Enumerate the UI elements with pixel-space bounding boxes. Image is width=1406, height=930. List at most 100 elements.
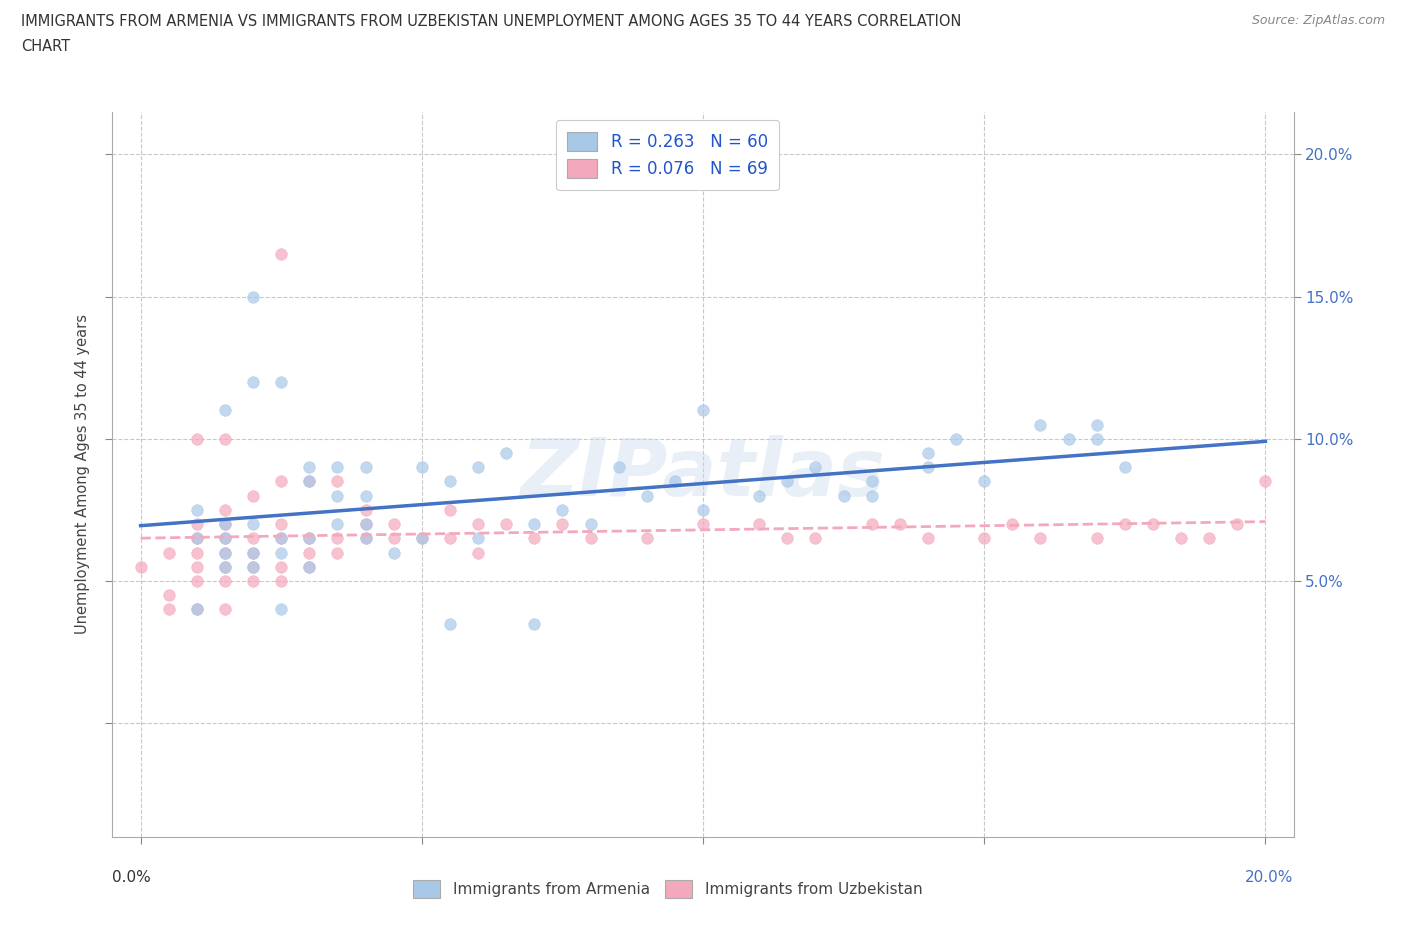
Point bbox=[214, 545, 236, 560]
Point bbox=[1198, 531, 1220, 546]
Point bbox=[1001, 517, 1024, 532]
Point bbox=[270, 531, 292, 546]
Point bbox=[270, 545, 292, 560]
Point bbox=[636, 531, 658, 546]
Point bbox=[382, 517, 405, 532]
Point bbox=[382, 531, 405, 546]
Point bbox=[467, 531, 489, 546]
Text: CHART: CHART bbox=[21, 39, 70, 54]
Text: IMMIGRANTS FROM ARMENIA VS IMMIGRANTS FROM UZBEKISTAN UNEMPLOYMENT AMONG AGES 35: IMMIGRANTS FROM ARMENIA VS IMMIGRANTS FR… bbox=[21, 14, 962, 29]
Point bbox=[186, 531, 208, 546]
Point bbox=[804, 459, 827, 474]
Point bbox=[214, 403, 236, 418]
Point bbox=[917, 531, 939, 546]
Point bbox=[326, 459, 349, 474]
Point bbox=[298, 545, 321, 560]
Point bbox=[326, 488, 349, 503]
Point bbox=[1226, 517, 1249, 532]
Point bbox=[270, 574, 292, 589]
Point bbox=[1085, 531, 1108, 546]
Point bbox=[242, 545, 264, 560]
Point bbox=[439, 474, 461, 489]
Legend: Immigrants from Armenia, Immigrants from Uzbekistan: Immigrants from Armenia, Immigrants from… bbox=[405, 872, 929, 906]
Point bbox=[382, 545, 405, 560]
Point bbox=[326, 517, 349, 532]
Point bbox=[214, 559, 236, 574]
Point bbox=[860, 517, 883, 532]
Point bbox=[945, 432, 967, 446]
Point bbox=[411, 459, 433, 474]
Point bbox=[776, 474, 799, 489]
Point bbox=[467, 517, 489, 532]
Point bbox=[242, 488, 264, 503]
Point bbox=[298, 559, 321, 574]
Point bbox=[157, 588, 180, 603]
Point bbox=[354, 488, 377, 503]
Point bbox=[242, 559, 264, 574]
Point bbox=[214, 574, 236, 589]
Point bbox=[467, 459, 489, 474]
Point bbox=[411, 531, 433, 546]
Point bbox=[1114, 517, 1136, 532]
Point bbox=[354, 531, 377, 546]
Point bbox=[157, 602, 180, 617]
Point bbox=[748, 488, 770, 503]
Point bbox=[832, 488, 855, 503]
Point bbox=[692, 403, 714, 418]
Point bbox=[354, 517, 377, 532]
Point bbox=[1114, 459, 1136, 474]
Point bbox=[298, 474, 321, 489]
Text: 0.0%: 0.0% bbox=[112, 870, 152, 884]
Point bbox=[242, 545, 264, 560]
Point bbox=[270, 474, 292, 489]
Point bbox=[692, 517, 714, 532]
Point bbox=[354, 531, 377, 546]
Point bbox=[214, 517, 236, 532]
Point bbox=[495, 517, 517, 532]
Point bbox=[270, 559, 292, 574]
Point bbox=[214, 559, 236, 574]
Point bbox=[270, 375, 292, 390]
Point bbox=[326, 474, 349, 489]
Point bbox=[1254, 474, 1277, 489]
Point bbox=[1057, 432, 1080, 446]
Point bbox=[242, 517, 264, 532]
Point bbox=[973, 474, 995, 489]
Point bbox=[186, 545, 208, 560]
Point bbox=[298, 559, 321, 574]
Point bbox=[186, 559, 208, 574]
Point bbox=[186, 432, 208, 446]
Point bbox=[214, 545, 236, 560]
Point bbox=[186, 502, 208, 517]
Point bbox=[298, 474, 321, 489]
Point bbox=[186, 531, 208, 546]
Text: 20.0%: 20.0% bbox=[1246, 870, 1294, 884]
Y-axis label: Unemployment Among Ages 35 to 44 years: Unemployment Among Ages 35 to 44 years bbox=[75, 314, 90, 634]
Point bbox=[579, 531, 602, 546]
Point bbox=[860, 474, 883, 489]
Point bbox=[439, 502, 461, 517]
Point bbox=[214, 502, 236, 517]
Point bbox=[607, 459, 630, 474]
Point bbox=[551, 502, 574, 517]
Point bbox=[242, 375, 264, 390]
Point bbox=[298, 459, 321, 474]
Point bbox=[917, 459, 939, 474]
Point bbox=[214, 517, 236, 532]
Point bbox=[326, 531, 349, 546]
Point bbox=[860, 488, 883, 503]
Text: ZIPatlas: ZIPatlas bbox=[520, 435, 886, 513]
Point bbox=[523, 617, 546, 631]
Point bbox=[467, 545, 489, 560]
Point bbox=[1170, 531, 1192, 546]
Point bbox=[214, 531, 236, 546]
Point bbox=[214, 531, 236, 546]
Point bbox=[354, 517, 377, 532]
Point bbox=[129, 559, 152, 574]
Point bbox=[242, 531, 264, 546]
Point bbox=[326, 545, 349, 560]
Point bbox=[186, 602, 208, 617]
Point bbox=[214, 432, 236, 446]
Point bbox=[804, 531, 827, 546]
Point bbox=[354, 459, 377, 474]
